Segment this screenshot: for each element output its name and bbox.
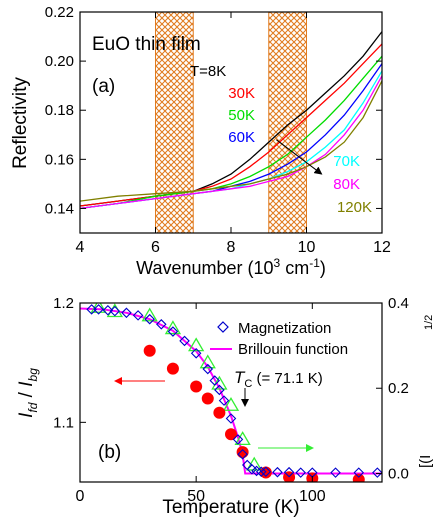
magnetization-point	[283, 466, 295, 478]
tc-annotation: TC (= 71.1 K)	[234, 368, 323, 390]
panel-label-b: (b)	[98, 442, 121, 463]
magnetization-point	[330, 467, 341, 478]
hatched-regions	[155, 11, 307, 234]
magnetization-point	[295, 467, 306, 478]
magnetization-point	[237, 449, 248, 460]
panel-label-a: (a)	[92, 76, 115, 97]
magnetization-point	[232, 434, 244, 445]
y-tick-label-a: 0.18	[45, 102, 74, 119]
y-tick-label-b-right: 0.0	[388, 465, 409, 482]
x-tick-label-b: 0	[76, 488, 85, 505]
x-tick-label-b: 100	[299, 488, 326, 505]
series-line-50k	[80, 55, 382, 210]
series-label-70k: 70K	[333, 153, 360, 170]
legend-magnetization: Magnetization	[238, 320, 331, 337]
temperature-panel: 0 50 100 1.1 1.2 0.0 0.2 0.4 (b) Magnetization …	[16, 295, 435, 518]
intensity-ratio-point	[352, 473, 365, 482]
magnetization-point	[93, 304, 104, 315]
magnetization-point	[132, 310, 144, 321]
axis-ticks-b: 0 50 100 1.1 1.2 0.0 0.2 0.4	[53, 295, 409, 505]
triangle-point	[199, 354, 216, 369]
magnetization-point	[272, 466, 283, 478]
x-tick-label-a: 12	[373, 239, 391, 256]
magnetization-point	[102, 304, 114, 316]
x-tick-label-a: 10	[298, 239, 316, 256]
triangle-point	[164, 320, 182, 335]
y-tick-label-a: 0.14	[45, 200, 74, 217]
series-label-120k: 120K	[337, 199, 372, 216]
magnetization-point	[218, 395, 230, 406]
intensity-ratio-point	[201, 392, 214, 405]
magnetization-point	[353, 467, 365, 478]
triangle-point	[188, 337, 205, 352]
series-label-50k: 50K	[228, 107, 255, 124]
brillouin-curve	[80, 307, 382, 475]
legend-diamond-marker	[217, 321, 229, 333]
triangle-point	[90, 303, 107, 313]
magnetization-point	[225, 413, 237, 424]
reflectivity-panel: 4 6 8 10 12 0.14 0.16 0.18 0.20 0.22 EuO thin fil…	[10, 4, 391, 278]
triangle-point	[141, 307, 158, 322]
magnetization-point	[156, 319, 167, 330]
y-tick-label-b-right: 0.2	[388, 380, 409, 397]
intensity-ratio-point	[236, 446, 249, 459]
magnetization-point	[209, 375, 221, 386]
triangle-point	[234, 431, 251, 446]
series-line-120k	[80, 80, 382, 202]
triangle-point	[211, 375, 228, 390]
series-label-60k: 60K	[228, 129, 255, 146]
right-axis-arrowhead	[306, 444, 314, 452]
intensity-ratio-point	[143, 344, 156, 357]
y-tick-label-b-left: 1.1	[53, 414, 74, 431]
magnetization-point	[255, 466, 267, 478]
x-tick-label-a: 4	[76, 239, 85, 256]
series-label-t=8k: T=8K	[190, 63, 226, 80]
series-label-30k: 30K	[228, 85, 255, 102]
legend-b: Magnetization Brillouin function	[210, 320, 348, 358]
temperature-data	[80, 303, 382, 482]
magnetization-point	[190, 348, 202, 359]
series-label-80k: 80K	[333, 176, 360, 193]
magnetization-point	[202, 363, 214, 375]
legend-brillouin: Brillouin function	[238, 341, 348, 358]
trend-arrow	[275, 139, 323, 175]
y-axis-label-a: Reflectivity	[10, 77, 31, 169]
magnetization-point	[121, 307, 132, 319]
left-axis-arrowhead	[114, 377, 122, 385]
y-axis-label-b: Ifd / Ibg	[16, 368, 40, 418]
x-tick-label-a: 8	[227, 239, 236, 256]
y-tick-label-a: 0.20	[45, 53, 74, 70]
magnetization-point	[86, 304, 97, 315]
magnetization-point	[372, 467, 382, 478]
magnetization-point	[167, 326, 179, 337]
intensity-ratio-point	[213, 406, 226, 419]
intensity-ratio-point	[190, 380, 203, 393]
y-tick-label-a: 0.16	[45, 151, 74, 168]
x-tick-label-a: 6	[151, 239, 160, 256]
magnetization-point	[179, 335, 190, 347]
magnetization-point	[144, 313, 155, 325]
x-tick-label-b: 50	[187, 488, 205, 505]
plot-frame-b	[79, 302, 383, 483]
y-axis-label-b-right-sup: 1/2	[423, 315, 435, 330]
x-axis-label-b: Temperature (K)	[162, 497, 299, 518]
intensity-ratio-point	[166, 362, 179, 375]
magnetization-point	[260, 466, 272, 478]
series-line-80k	[80, 75, 382, 210]
triangle-point	[222, 396, 240, 411]
magnetization-point	[214, 384, 225, 396]
axis-ticks-a: 4 6 8 10 12 0.14 0.16 0.18 0.20 0.22	[45, 4, 391, 256]
y-axis-label-b-right: [(I	[417, 455, 434, 468]
x-axis-label-a: Wavenumber (103 cm-1)	[136, 256, 326, 278]
y-tick-label-a: 0.22	[45, 4, 74, 21]
magnetization-point	[109, 305, 121, 317]
y-tick-label-b-left: 1.2	[53, 295, 74, 312]
y-tick-label-b-right: 0.4	[388, 295, 409, 312]
intensity-ratio-point	[225, 428, 237, 441]
reflectivity-curves	[80, 31, 382, 210]
axis-indicator-arrows	[114, 377, 314, 452]
sample-label: EuO thin film	[92, 34, 201, 55]
